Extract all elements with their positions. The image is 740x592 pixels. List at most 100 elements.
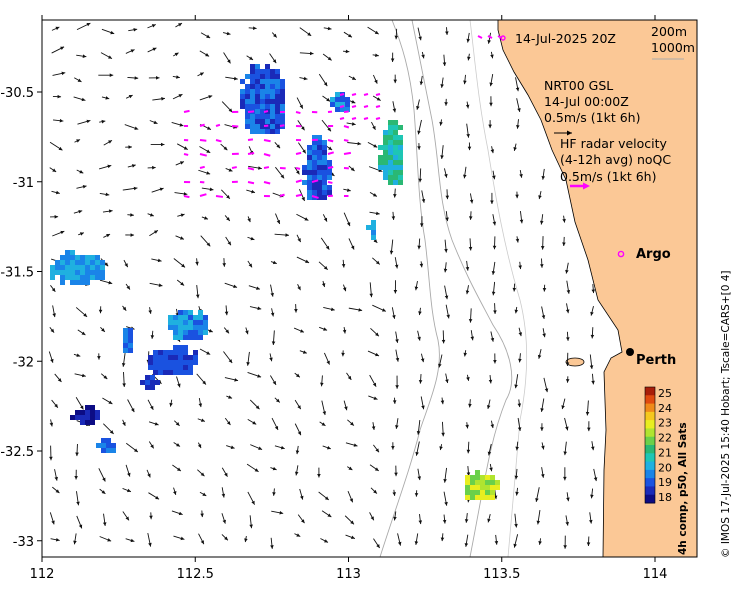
sst-pixel (188, 335, 193, 340)
hf-vector (199, 165, 205, 169)
sst-pixel (90, 265, 95, 270)
sst-pixel (148, 360, 153, 365)
current-arrowhead (395, 339, 399, 343)
current-arrowhead (256, 286, 260, 290)
current-arrowhead (391, 216, 396, 220)
current-arrowhead (327, 127, 331, 132)
current-arrowhead (351, 100, 356, 104)
current-arrowhead (200, 540, 204, 545)
current-arrowhead (585, 411, 590, 416)
current-arrowhead (77, 78, 82, 82)
current-arrowhead (272, 492, 276, 496)
current-arrowhead (487, 39, 491, 44)
current-arrowhead (271, 341, 276, 346)
current-arrowhead (57, 94, 62, 99)
sst-pixel (388, 170, 393, 175)
sst-pixel (163, 355, 168, 360)
current-arrowhead (466, 449, 471, 454)
current-arrowhead (351, 122, 356, 126)
sst-pixel (485, 495, 490, 500)
current-arrowhead (374, 467, 379, 471)
current-arrowhead (467, 56, 471, 61)
current-arrowhead (150, 405, 154, 410)
sst-pixel (275, 119, 280, 124)
current-arrowhead (230, 445, 235, 449)
sst-pixel (393, 120, 398, 125)
current-arrowhead (272, 380, 277, 385)
current-arrowhead (445, 31, 449, 35)
current-arrowhead (251, 189, 255, 194)
current-arrowhead (563, 451, 567, 456)
sst-pixel (188, 315, 193, 320)
sst-pixel (255, 64, 260, 69)
current-arrowhead (269, 357, 273, 362)
sst-pixel (322, 145, 327, 150)
sst-pixel (106, 438, 111, 443)
current-arrowhead (490, 337, 495, 342)
sst-pixel (340, 107, 345, 112)
sst-pixel (383, 170, 388, 175)
sst-pixel (388, 155, 393, 160)
sst-pixel (371, 230, 376, 235)
hf-vector (339, 93, 345, 96)
sst-pixel (270, 99, 275, 104)
current-arrowhead (566, 290, 571, 294)
sst-pixel (100, 265, 105, 270)
sst-pixel (265, 99, 270, 104)
hf-vector (199, 139, 207, 142)
current-arrowhead (515, 238, 520, 243)
current-arrowhead (349, 498, 353, 503)
sst-pixel (245, 109, 250, 114)
current-arrowhead (154, 422, 159, 426)
current-arrowhead (134, 126, 139, 130)
current-arrowhead (536, 520, 541, 525)
sst-pixel (163, 360, 168, 365)
current-arrowhead (372, 193, 377, 197)
current-arrowhead (101, 490, 106, 494)
current-arrowhead (102, 477, 106, 482)
current-arrowhead (78, 209, 83, 214)
colorbar-tick-label: 20 (658, 461, 672, 474)
current-arrowhead (105, 96, 110, 100)
current-arrowhead (133, 448, 138, 453)
sst-pixel (270, 104, 275, 109)
hf-vector (351, 117, 357, 120)
colorbar-swatch (645, 387, 655, 396)
sst-pixel (85, 420, 90, 425)
sst-pixel (173, 320, 178, 325)
sst-pixel (153, 355, 158, 360)
current-arrowhead (174, 52, 179, 57)
sst-pixel (193, 320, 198, 325)
sst-pixel (183, 320, 188, 325)
sst-pixel (388, 180, 393, 185)
sst-pixel (270, 74, 275, 79)
sst-pixel (322, 150, 327, 155)
current-arrowhead (397, 541, 402, 546)
sst-pixel (123, 343, 128, 348)
current-arrowhead (197, 444, 202, 449)
sst-pixel (158, 360, 163, 365)
hf-vector (247, 110, 255, 113)
sst-pixel (128, 348, 133, 353)
sst-pixel (322, 155, 327, 160)
current-arrowhead (374, 30, 379, 35)
sst-pixel (383, 135, 388, 140)
current-arrowhead (541, 315, 546, 319)
sst-pixel (198, 330, 203, 335)
sst-pixel (250, 89, 255, 94)
sst-pixel (173, 370, 178, 375)
current-arrowhead (440, 537, 445, 542)
sst-pixel (75, 260, 80, 265)
current-arrowhead (152, 47, 157, 51)
current-arrowhead (323, 82, 328, 87)
current-arrowhead (223, 146, 228, 151)
sst-pixel (265, 119, 270, 124)
current-arrowhead (565, 426, 569, 431)
current-arrowhead (206, 351, 211, 355)
current-arrowhead (205, 53, 210, 57)
sst-pixel (80, 280, 85, 285)
current-arrowhead (389, 250, 394, 255)
current-arrowhead (49, 422, 54, 427)
current-arrowhead (103, 375, 108, 380)
sst-pixel (388, 145, 393, 150)
